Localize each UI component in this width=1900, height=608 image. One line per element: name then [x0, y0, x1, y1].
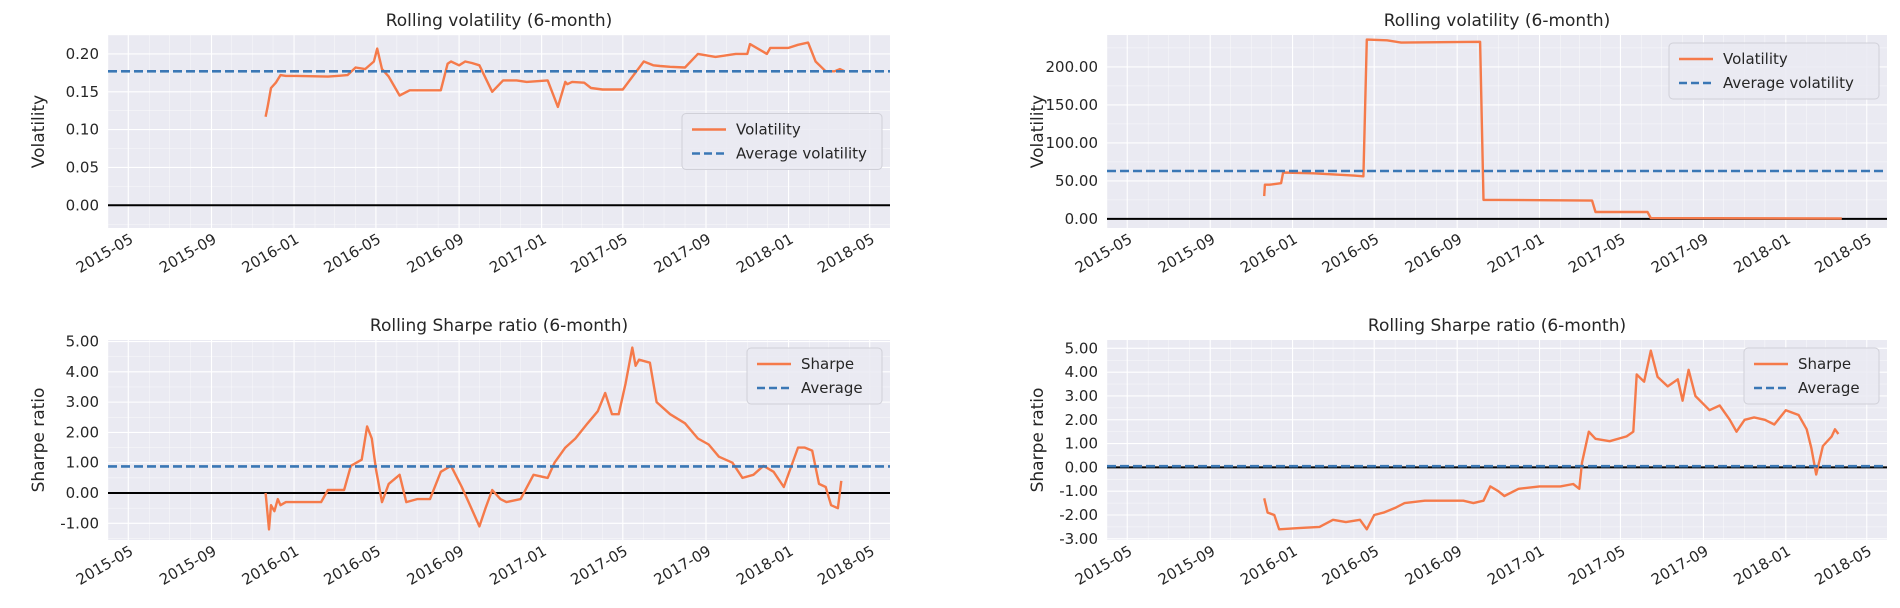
- legend-label: Sharpe: [801, 355, 854, 373]
- x-tick-label: 2016-05: [321, 230, 384, 277]
- y-tick-label: 4.00: [66, 363, 99, 381]
- legend: Volatility Average volatility: [681, 113, 883, 170]
- y-tick-label: 0.00: [66, 484, 99, 502]
- x-tick-label: 2017-01: [1484, 230, 1547, 277]
- x-tick-label: 2018-05: [814, 542, 877, 589]
- x-tick-label: 2016-01: [1237, 542, 1300, 589]
- y-tick-label: -1.00: [60, 514, 99, 532]
- chart-title: Rolling Sharpe ratio (6-month): [1368, 316, 1626, 336]
- series-line-1: [264, 41, 846, 117]
- y-tick-label: -3.00: [1059, 530, 1098, 548]
- chart-panel-3: 2015-05 2015-09 2016-01 2016-05 2016-09 2017-…: [1028, 11, 1887, 277]
- x-tick-label: 2016-09: [1402, 230, 1465, 277]
- x-tick-label: 2016-09: [1402, 542, 1465, 589]
- x-tick-label: 2018-01: [733, 542, 796, 589]
- y-tick-label: 0.20: [66, 45, 99, 63]
- y-tick-label: 150.00: [1046, 96, 1099, 114]
- y-axis-label: Volatility: [29, 95, 49, 168]
- x-tick-label: 2016-05: [321, 542, 384, 589]
- x-tick-label: 2017-05: [568, 230, 631, 277]
- y-tick-label: 5.00: [1065, 339, 1098, 357]
- chart-panel-2: 2015-05 2015-09 2016-01 2016-05 2016-09 2017-…: [29, 316, 890, 589]
- y-tick-label: 0.00: [1065, 210, 1098, 228]
- y-tick-label: 2.00: [1065, 411, 1098, 429]
- legend-label: Volatility: [1723, 50, 1788, 68]
- x-tick-label: 2015-09: [156, 542, 219, 589]
- x-tick-label: 2017-09: [651, 542, 714, 589]
- legend-label: Volatility: [736, 121, 801, 139]
- legend-label: Average: [1798, 379, 1860, 397]
- chart-title: Rolling volatility (6-month): [1384, 11, 1611, 31]
- y-tick-label: -1.00: [1059, 482, 1098, 500]
- x-tick-label: 2016-01: [239, 542, 302, 589]
- x-tick-label: 2018-01: [733, 230, 796, 277]
- x-tick-label: 2017-09: [1648, 230, 1711, 277]
- chart-title: Rolling volatility (6-month): [386, 11, 613, 31]
- x-tick-label: 2015-05: [73, 230, 136, 277]
- chart-panel-1: 2015-05 2015-09 2016-01 2016-05 2016-09 2017-…: [29, 11, 890, 277]
- y-tick-label: -2.00: [1059, 506, 1098, 524]
- legend-box: [746, 347, 883, 405]
- legend-box: [1668, 42, 1880, 100]
- y-axis-label: Sharpe ratio: [1028, 388, 1048, 493]
- x-tick-label: 2016-09: [404, 230, 467, 277]
- x-tick-label: 2015-05: [73, 542, 136, 589]
- y-tick-label: 2.00: [66, 423, 99, 441]
- legend-label: Average: [801, 379, 863, 397]
- x-tick-label: 2017-05: [1565, 230, 1628, 277]
- y-tick-label: 5.00: [66, 333, 99, 351]
- y-tick-label: 0.10: [66, 121, 99, 139]
- x-tick-label: 2016-05: [1319, 542, 1382, 589]
- y-tick-label: 0.00: [66, 196, 99, 214]
- series-line-1: [264, 346, 843, 531]
- x-tick-label: 2018-05: [1811, 542, 1874, 589]
- x-tick-label: 2018-01: [1731, 230, 1794, 277]
- y-tick-label: 50.00: [1055, 172, 1098, 190]
- y-axis-label: Volatility: [1028, 95, 1048, 168]
- legend-label: Sharpe: [1798, 355, 1851, 373]
- legend-box: [1743, 347, 1880, 405]
- x-tick-label: 2015-09: [1155, 230, 1218, 277]
- x-tick-label: 2017-01: [486, 542, 549, 589]
- legend-box: [681, 113, 883, 170]
- x-tick-label: 2015-09: [1155, 542, 1218, 589]
- y-tick-label: 3.00: [66, 393, 99, 411]
- x-tick-label: 2017-09: [1648, 542, 1711, 589]
- legend-label: Average volatility: [736, 145, 867, 163]
- y-tick-label: 1.00: [1065, 435, 1098, 453]
- legend: Sharpe Average: [1743, 347, 1880, 405]
- x-tick-label: 2016-01: [239, 230, 302, 277]
- y-tick-label: 0.05: [66, 158, 99, 176]
- y-tick-label: 0.15: [66, 83, 99, 101]
- legend-label: Average volatility: [1723, 74, 1854, 92]
- y-tick-label: 0.00: [1065, 458, 1098, 476]
- x-tick-label: 2015-05: [1072, 542, 1135, 589]
- x-tick-label: 2016-05: [1319, 230, 1382, 277]
- x-tick-label: 2015-09: [156, 230, 219, 277]
- x-tick-label: 2017-09: [651, 230, 714, 277]
- x-tick-label: 2016-01: [1237, 230, 1300, 277]
- x-tick-label: 2018-05: [814, 230, 877, 277]
- x-tick-label: 2018-01: [1731, 542, 1794, 589]
- y-tick-label: 100.00: [1046, 134, 1099, 152]
- y-tick-label: 4.00: [1065, 363, 1098, 381]
- y-tick-label: 3.00: [1065, 387, 1098, 405]
- x-tick-label: 2017-05: [568, 542, 631, 589]
- x-tick-label: 2016-09: [404, 542, 467, 589]
- x-tick-label: 2017-01: [1484, 542, 1547, 589]
- x-tick-label: 2018-05: [1811, 230, 1874, 277]
- y-tick-label: 1.00: [66, 454, 99, 472]
- legend: Sharpe Average: [746, 347, 883, 405]
- x-tick-label: 2017-05: [1565, 542, 1628, 589]
- y-axis-label: Sharpe ratio: [29, 388, 49, 493]
- x-tick-label: 2017-01: [486, 230, 549, 277]
- y-tick-label: 200.00: [1046, 58, 1099, 76]
- chart-panel-4: 2015-05 2015-09 2016-01 2016-05 2016-09 2017-…: [1028, 316, 1887, 589]
- x-tick-label: 2015-05: [1072, 230, 1135, 277]
- chart-title: Rolling Sharpe ratio (6-month): [370, 316, 628, 336]
- series-line-1: [1263, 38, 1842, 220]
- legend: Volatility Average volatility: [1668, 42, 1880, 100]
- series-line-1: [1263, 349, 1840, 531]
